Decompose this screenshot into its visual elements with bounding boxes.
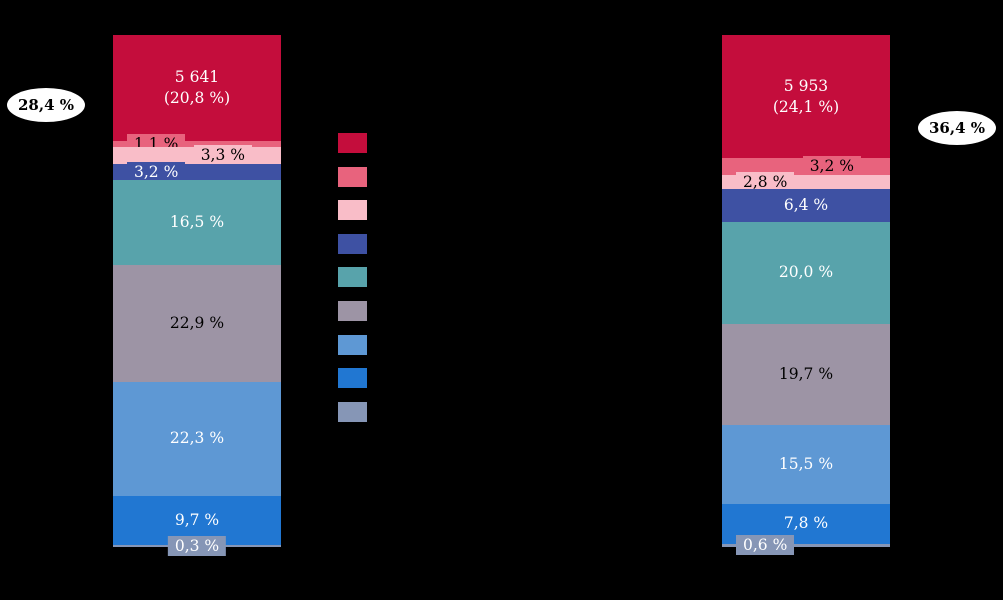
segment-label: 19,7 % bbox=[778, 364, 834, 383]
segment-label: 20,0 % bbox=[778, 263, 834, 282]
bar-segment-mauve bbox=[113, 264, 281, 382]
segment-label: 5 953 (24,1 %) bbox=[772, 76, 840, 116]
segment-label: 0,3 % bbox=[167, 536, 227, 557]
legend-swatch-light-pink bbox=[338, 200, 367, 221]
bar-segment-rose bbox=[113, 141, 281, 147]
bar-segment-teal bbox=[113, 180, 281, 265]
legend-swatch-teal bbox=[338, 267, 367, 288]
stacked-bar-left: 5 641 (20,8 %) 1,1 % 3,3 % 3,2 % 16,5 % 22,9 %… bbox=[113, 0, 281, 600]
segment-label: 5 641 (20,8 %) bbox=[163, 68, 231, 108]
legend bbox=[338, 0, 367, 600]
segment-label: 6,4 % bbox=[783, 195, 829, 214]
segment-label: 7,8 % bbox=[783, 514, 829, 533]
bar-segment-crimson bbox=[722, 35, 890, 159]
callout-left-label: 28,4 % bbox=[17, 96, 74, 114]
segment-label: 9,7 % bbox=[174, 511, 220, 530]
bar-segment-teal bbox=[722, 221, 890, 324]
legend-swatch-mauve bbox=[338, 301, 367, 321]
segment-label: 16,5 % bbox=[169, 212, 225, 231]
segment-label: 2,8 % bbox=[736, 171, 795, 192]
legend-swatch-dark-blue bbox=[338, 233, 367, 254]
bar-segment-cornflower bbox=[113, 381, 281, 496]
bar-segment-crimson bbox=[113, 35, 281, 142]
bar-segment-cornflower bbox=[722, 424, 890, 505]
stacked-bar-right: 5 953 (24,1 %) 3,2 % 2,8 % 6,4 % 20,0 % 19,7 %… bbox=[722, 0, 890, 600]
bar-segment-gray-blue bbox=[722, 543, 890, 547]
legend-swatch-crimson bbox=[338, 133, 367, 153]
segment-label: 0,6 % bbox=[736, 535, 795, 556]
segment-label: 22,9 % bbox=[169, 313, 225, 332]
bar-segment-mauve bbox=[722, 323, 890, 425]
callout-right-label: 36,4 % bbox=[928, 119, 985, 137]
segment-label: 3,3 % bbox=[193, 145, 252, 166]
callout-right: 36,4 % bbox=[918, 111, 996, 145]
legend-swatch-rose bbox=[338, 166, 367, 187]
callout-left: 28,4 % bbox=[7, 88, 85, 122]
segment-label: 15,5 % bbox=[778, 454, 834, 473]
segment-label: 3,2 % bbox=[802, 156, 861, 177]
legend-swatch-cornflower bbox=[338, 334, 367, 355]
segment-label: 22,3 % bbox=[169, 429, 225, 448]
segment-label: 3,2 % bbox=[127, 162, 186, 183]
legend-swatch-gray-blue bbox=[338, 401, 367, 422]
legend-swatch-bright-blue bbox=[338, 368, 367, 389]
bar-segment-dark-blue bbox=[722, 188, 890, 222]
